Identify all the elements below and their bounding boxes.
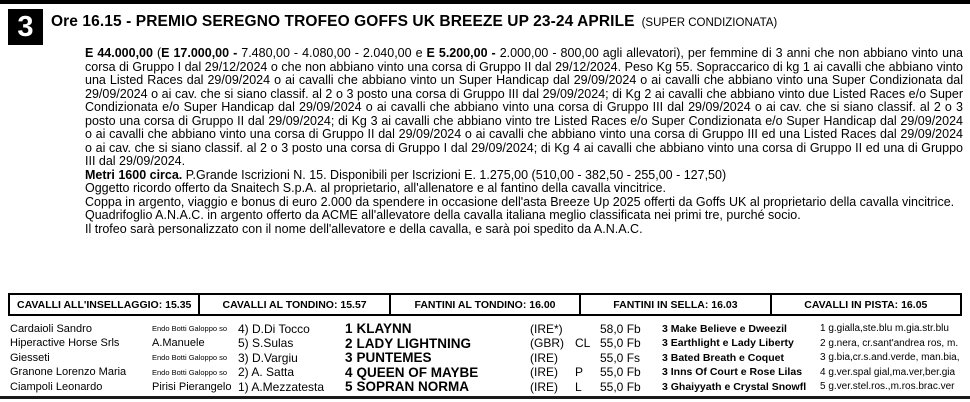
top-rule (0, 0, 970, 4)
trainer-name: Endo Botti Galoppo so (152, 367, 228, 377)
trainer-name: Endo Botti Galoppo so (152, 324, 228, 333)
horse-label: PUNTEMES (356, 350, 432, 366)
silks-description: 2 g.nera, cr.sant'andrea ros, m. (820, 337, 959, 349)
schedule-band: CAVALLI ALL'INSELLAGGIO: 15.35 CAVALLI A… (8, 293, 962, 316)
silks-description: 5 g.ver.stel.ros.,m.ros.brac.ver (820, 381, 955, 393)
entry-row: Cardaioli Sandro Endo Botti Galoppo so 4… (10, 321, 962, 336)
schedule-jockeys-up: FANTINI IN SELLA: 16.03 (581, 295, 772, 314)
prize-note: Quadrifoglio A.N.A.C. in argento offerto… (85, 208, 801, 222)
horse-name: 3 PUNTEMES (345, 350, 530, 365)
jockey-name: 1) A.Mezzatesta (238, 379, 325, 394)
prize-note: Oggetto ricordo offerto da Snaitech S.p.… (85, 181, 666, 195)
silks-description: 1 g.gialla,ste.blu m.gia.str.blu (820, 323, 949, 334)
horse-name: 4 QUEEN OF MAYBE (345, 365, 530, 380)
country-code: (IRE) (530, 379, 558, 394)
schedule-jockeys-ring: FANTINI AL TONDINO: 16.00 (391, 295, 582, 314)
entry-row: Granone Lorenzo Maria Endo Botti Galoppo… (10, 365, 962, 380)
silks-description: 3 g.bia,cr.s.and.verde, man.bia, (820, 352, 960, 364)
pedigree: 3 Inns Of Court e Rose Lilas (662, 366, 803, 379)
horse-name: 5 SOPRAN NORMA (345, 379, 530, 394)
race-text-block: E 44.000,00 (E 17.000,00 - 7.480,00 - 4.… (85, 46, 963, 236)
country-code: (IRE) (530, 350, 558, 365)
trainer-name: Endo Botti Galoppo so (152, 353, 228, 363)
race-number: 3 (17, 10, 34, 43)
trainer-name: Pirisi Pierangelo (152, 380, 232, 393)
jockey-name: 3) D.Vargiu (238, 350, 298, 365)
prize-total: E 44.000,00 (85, 46, 153, 60)
country-code: (GBR) (530, 336, 564, 351)
country-code: (IRE) (530, 365, 558, 380)
prize-note: Coppa in argento, viaggio e bonus di eur… (85, 194, 955, 209)
race-conditions: E 44.000,00 (E 17.000,00 - 7.480,00 - 4.… (85, 46, 963, 169)
entries-table: Cardaioli Sandro Endo Botti Galoppo so 4… (10, 321, 962, 394)
pedigree: 3 Make Believe e Dweezil (662, 322, 787, 335)
jockey-name: 2) A. Satta (238, 365, 295, 380)
distance-line: Metri 1600 circa. P.Grande Iscrizioni N.… (85, 167, 963, 183)
race-subtitle: (SUPER CONDIZIONATA) (641, 17, 778, 29)
entry-row: Giesseti Endo Botti Galoppo so 3) D.Varg… (10, 350, 962, 365)
weight-value: 55,0 Fb (600, 365, 641, 380)
weight-value: 55,0 Fb (600, 336, 641, 351)
weight-value: 55,0 Fs (600, 350, 641, 365)
horse-label: LADY LIGHTNING (356, 335, 472, 351)
owner-name: Cardaioli Sandro (10, 322, 92, 335)
race-number-box: 3 (8, 9, 43, 45)
bottom-rule (0, 396, 970, 399)
horse-label: KLAYNN (356, 321, 412, 336)
entry-row: Hiperactive Horse Srls A.Manuele 5) S.Su… (10, 336, 962, 351)
saddle-number: 4 (345, 364, 353, 380)
horse-name: 1 KLAYNN (345, 321, 530, 336)
country-code: (IRE*) (530, 321, 563, 336)
race-title: Ore 16.15 - PREMIO SEREGNO TROFEO GOFFS … (51, 13, 635, 30)
race-distance: Metri 1600 circa. (85, 167, 183, 182)
prize-placings: 7.480,00 - 4.080,00 - 2.040,00 e (237, 46, 427, 60)
conditions-separator: ( (152, 46, 162, 60)
jockey-name: 4) D.Di Tocco (238, 321, 310, 336)
prize-winner: E 17.000,00 - (161, 46, 238, 60)
horse-label: SOPRAN NORMA (356, 379, 470, 395)
schedule-saddling: CAVALLI ALL'INSELLAGGIO: 15.35 (10, 295, 201, 314)
pedigree: 3 Ghaiyyath e Crystal Snowfl (662, 380, 807, 393)
horse-name: 2 LADY LIGHTNING (345, 336, 530, 351)
equipment-code: CL (575, 336, 591, 351)
equipment-code: L (575, 379, 582, 394)
saddle-number: 2 (345, 335, 353, 351)
owner-name: Hiperactive Horse Srls (10, 337, 120, 350)
entries-info: P.Grande Iscrizioni N. 15. Disponibili p… (182, 167, 727, 182)
owner-name: Ciampoli Leonardo (10, 380, 103, 393)
trainer-name: A.Manuele (152, 337, 205, 350)
owner-name: Granone Lorenzo Maria (10, 366, 127, 379)
prize-note: Il trofeo sarà personalizzato con il nom… (85, 221, 643, 236)
schedule-horses-track: CAVALLI IN PISTA: 16.05 (804, 298, 928, 311)
saddle-number: 1 (345, 321, 353, 336)
conditions-body: 2.000,00 - 800,00 agli allevatori), per … (85, 46, 963, 168)
pedigree: 3 Bated Breath e Coquet (662, 351, 784, 364)
weight-value: 58,0 Fb (600, 321, 641, 336)
schedule-horses-ring: CAVALLI AL TONDINO: 15.57 (200, 295, 391, 314)
silks-description: 4 g.ver.spal gial,ma.ver,ber.gia (820, 366, 956, 378)
weight-value: 55,0 Fb (600, 379, 641, 394)
entry-row: Ciampoli Leonardo Pirisi Pierangelo 1) A… (10, 379, 962, 394)
owner-name: Giesseti (10, 351, 50, 364)
equipment-code: P (575, 365, 584, 380)
race-header: Ore 16.15 - PREMIO SEREGNO TROFEO GOFFS … (51, 13, 777, 31)
pedigree: 3 Earthlight e Lady Liberty (662, 337, 794, 350)
saddle-number: 5 (345, 379, 353, 395)
horse-label: QUEEN OF MAYBE (356, 364, 479, 380)
saddle-number: 3 (345, 350, 353, 366)
prize-breeders: E 5.200,00 - (426, 46, 496, 60)
jockey-name: 5) S.Sulas (238, 336, 294, 351)
